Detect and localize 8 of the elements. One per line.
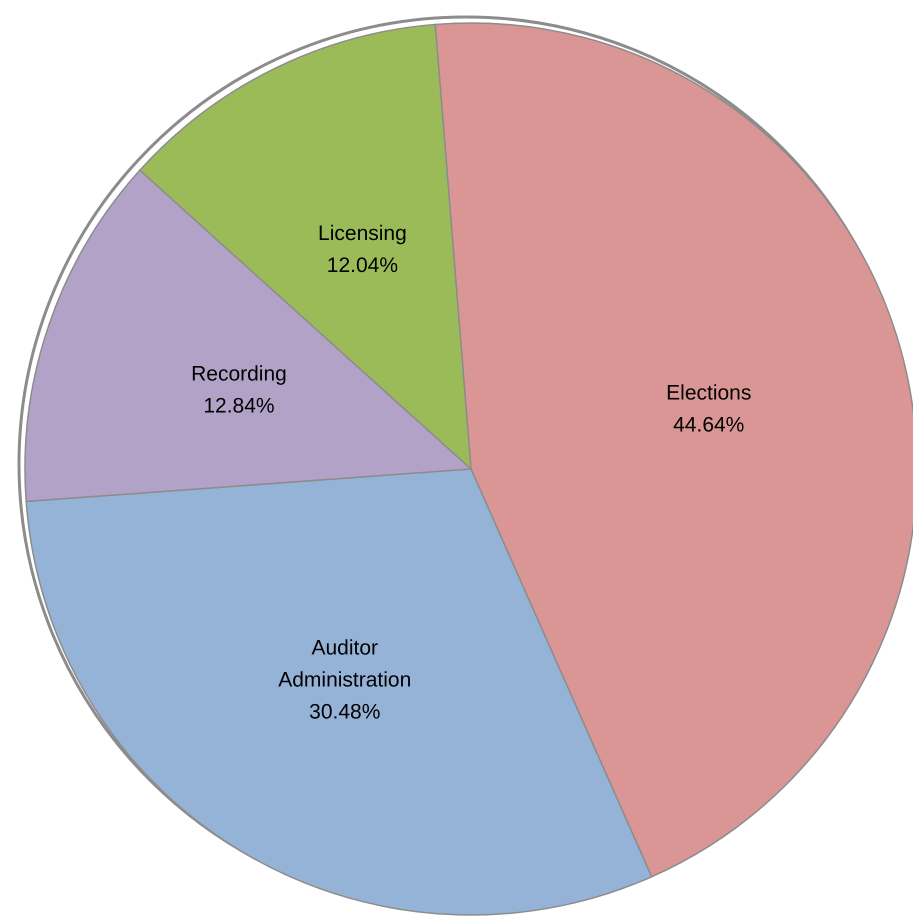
data-label: 12.04%: [326, 254, 398, 277]
data-label: 12.84%: [203, 394, 275, 417]
slice-label: Licensing: [318, 222, 407, 245]
slice-label: Recording: [191, 362, 287, 385]
data-label: 44.64%: [673, 413, 744, 436]
slice-label: Elections: [666, 381, 752, 404]
data-label: 30.48%: [309, 700, 380, 723]
slice-label: Auditor Administration: [278, 636, 412, 691]
